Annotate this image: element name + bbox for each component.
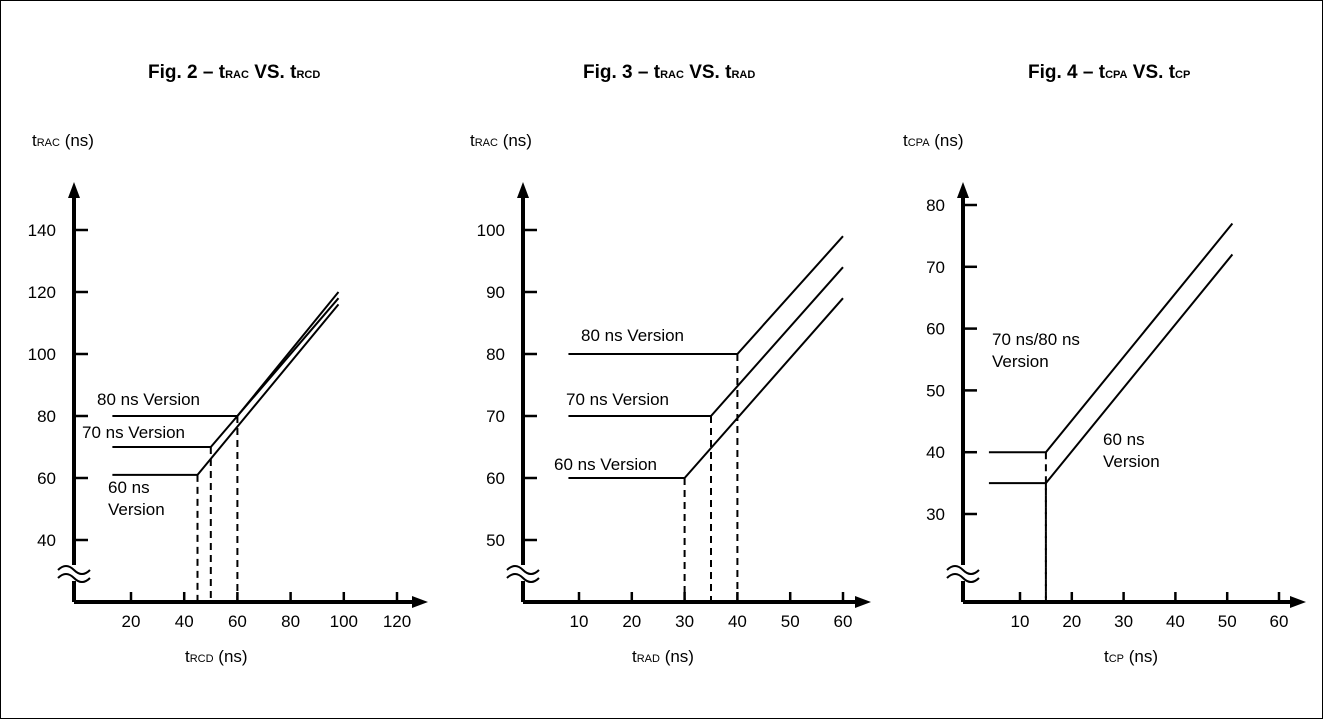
x-tick-label: 40 [728, 612, 747, 631]
x-tick-label: 60 [834, 612, 853, 631]
x-axis-label: tCP (ns) [1104, 647, 1158, 666]
axis-break-mark [946, 573, 980, 583]
chart-title: Fig. 4 – tCPA VS. tCP [1028, 62, 1190, 83]
axis-break-mark [57, 565, 91, 575]
chart-title: Fig. 2 – tRAC VS. tRCD [148, 62, 320, 83]
y-tick-label: 50 [486, 531, 505, 550]
y-tick-label: 80 [37, 407, 56, 426]
series-label: Version [1103, 452, 1160, 471]
x-tick-label: 40 [1166, 612, 1185, 631]
y-tick-label: 80 [486, 345, 505, 364]
x-tick-label: 10 [570, 612, 589, 631]
x-tick-label: 60 [1270, 612, 1289, 631]
x-axis-label: tRAD (ns) [632, 647, 694, 666]
chart-4: Fig. 4 – tCPA VS. tCP tCPA (ns) tCP (ns) 10… [903, 62, 1306, 666]
y-tick-label: 70 [486, 407, 505, 426]
y-axis-label: tRAC (ns) [470, 131, 532, 150]
axis-break-mark [57, 573, 91, 583]
y-axis-label: tCPA (ns) [903, 131, 964, 150]
y-tick-label: 100 [28, 345, 56, 364]
series-label: 70 ns/80 ns [992, 330, 1080, 349]
y-axis-arrow [68, 182, 80, 198]
x-tick-label: 30 [675, 612, 694, 631]
axis-break-mark [506, 565, 540, 575]
axis-break-gap [947, 565, 979, 581]
series-label: 80 ns Version [97, 390, 200, 409]
chart-2: Fig. 2 – tRAC VS. tRCD tRAC (ns) tRCD (ns)… [28, 62, 428, 666]
series-label: 70 ns Version [566, 390, 669, 409]
x-tick-label: 80 [281, 612, 300, 631]
y-tick-label: 120 [28, 283, 56, 302]
x-tick-label: 20 [1062, 612, 1081, 631]
axis-break-mark [506, 573, 540, 583]
x-axis-label: tRCD (ns) [185, 647, 248, 666]
series-label: 60 ns Version [554, 455, 657, 474]
series-label: Version [108, 500, 165, 519]
y-tick-label: 30 [926, 505, 945, 524]
y-tick-label: 60 [37, 469, 56, 488]
y-tick-label: 60 [926, 320, 945, 339]
x-tick-label: 60 [228, 612, 247, 631]
x-tick-label: 50 [1218, 612, 1237, 631]
chart-title: Fig. 3 – tRAC VS. tRAD [583, 62, 755, 83]
axis-break-gap [58, 565, 90, 581]
series-label: 60 ns [1103, 430, 1145, 449]
y-axis-label: tRAC (ns) [32, 131, 94, 150]
x-tick-label: 20 [122, 612, 141, 631]
series-label: 80 ns Version [581, 326, 684, 345]
chart-3: Fig. 3 – tRAC VS. tRAD tRAC (ns) tRAD (ns)… [470, 62, 871, 666]
y-tick-label: 140 [28, 221, 56, 240]
x-tick-label: 50 [781, 612, 800, 631]
y-tick-label: 40 [37, 531, 56, 550]
x-tick-label: 100 [330, 612, 358, 631]
axis-break-gap [507, 565, 539, 581]
x-tick-label: 20 [622, 612, 641, 631]
x-tick-label: 30 [1114, 612, 1133, 631]
x-tick-label: 10 [1011, 612, 1030, 631]
x-axis-arrow [412, 596, 428, 608]
series-label: Version [992, 352, 1049, 371]
axis-break-mark [946, 565, 980, 575]
x-axis-arrow [1290, 596, 1306, 608]
y-axis-arrow [957, 182, 969, 198]
y-tick-label: 100 [477, 221, 505, 240]
y-tick-label: 90 [486, 283, 505, 302]
y-tick-label: 60 [486, 469, 505, 488]
series-label: 60 ns [108, 478, 150, 497]
y-tick-label: 40 [926, 443, 945, 462]
y-tick-label: 70 [926, 258, 945, 277]
x-axis-arrow [855, 596, 871, 608]
x-tick-label: 120 [383, 612, 411, 631]
y-axis-arrow [517, 182, 529, 198]
y-tick-label: 50 [926, 381, 945, 400]
y-tick-label: 80 [926, 196, 945, 215]
series-label: 70 ns Version [82, 423, 185, 442]
x-tick-label: 40 [175, 612, 194, 631]
